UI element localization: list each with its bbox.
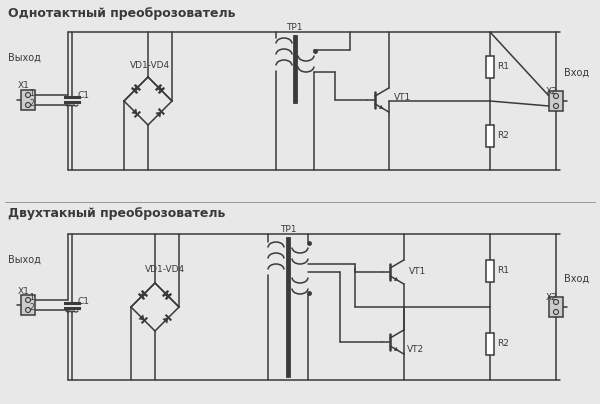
Text: R1: R1 (497, 266, 509, 275)
Bar (21, 295, 35, 315)
Bar (21, 90, 35, 110)
Text: C1: C1 (77, 91, 89, 101)
Bar (549, 91, 563, 111)
Polygon shape (379, 105, 383, 109)
Text: 1: 1 (29, 88, 34, 97)
Text: X1: X1 (18, 82, 30, 90)
Bar (549, 297, 563, 317)
Polygon shape (132, 109, 137, 114)
Text: Вход: Вход (564, 274, 589, 284)
Text: VD1-VD4: VD1-VD4 (130, 61, 170, 69)
Polygon shape (132, 88, 137, 93)
Polygon shape (166, 294, 171, 299)
Bar (486, 124, 494, 147)
Bar (486, 332, 494, 354)
Polygon shape (142, 291, 147, 297)
Text: 1: 1 (29, 293, 34, 303)
Text: TP1: TP1 (280, 225, 296, 234)
Text: 2: 2 (29, 99, 34, 107)
Text: Двухтакный преоброзователь: Двухтакный преоброзователь (8, 208, 226, 221)
Polygon shape (156, 112, 161, 117)
Polygon shape (156, 85, 161, 90)
Text: Вход: Вход (564, 68, 589, 78)
Bar (486, 55, 494, 78)
Text: X2: X2 (546, 292, 558, 301)
Text: Выход: Выход (8, 53, 41, 63)
Text: VT1: VT1 (409, 267, 426, 276)
Text: VD1-VD4: VD1-VD4 (145, 265, 185, 274)
Bar (486, 259, 494, 282)
Text: VT2: VT2 (407, 345, 424, 354)
Text: X1: X1 (18, 286, 30, 295)
Polygon shape (139, 294, 145, 299)
Polygon shape (163, 291, 169, 297)
Polygon shape (163, 318, 169, 323)
Polygon shape (394, 277, 398, 281)
Text: 2: 2 (29, 303, 34, 313)
Text: Однотактный преоброзователь: Однотактный преоброзователь (8, 6, 235, 19)
Text: C1: C1 (77, 297, 89, 307)
Text: X2: X2 (546, 86, 558, 95)
Text: VT1: VT1 (394, 93, 411, 103)
Text: R2: R2 (497, 339, 509, 348)
Text: TP1: TP1 (286, 23, 302, 32)
Text: R1: R1 (497, 62, 509, 71)
Polygon shape (134, 85, 140, 90)
Text: R2: R2 (497, 131, 509, 140)
Polygon shape (139, 315, 145, 320)
Text: Выход: Выход (8, 255, 41, 265)
Polygon shape (394, 347, 398, 351)
Polygon shape (158, 88, 164, 93)
